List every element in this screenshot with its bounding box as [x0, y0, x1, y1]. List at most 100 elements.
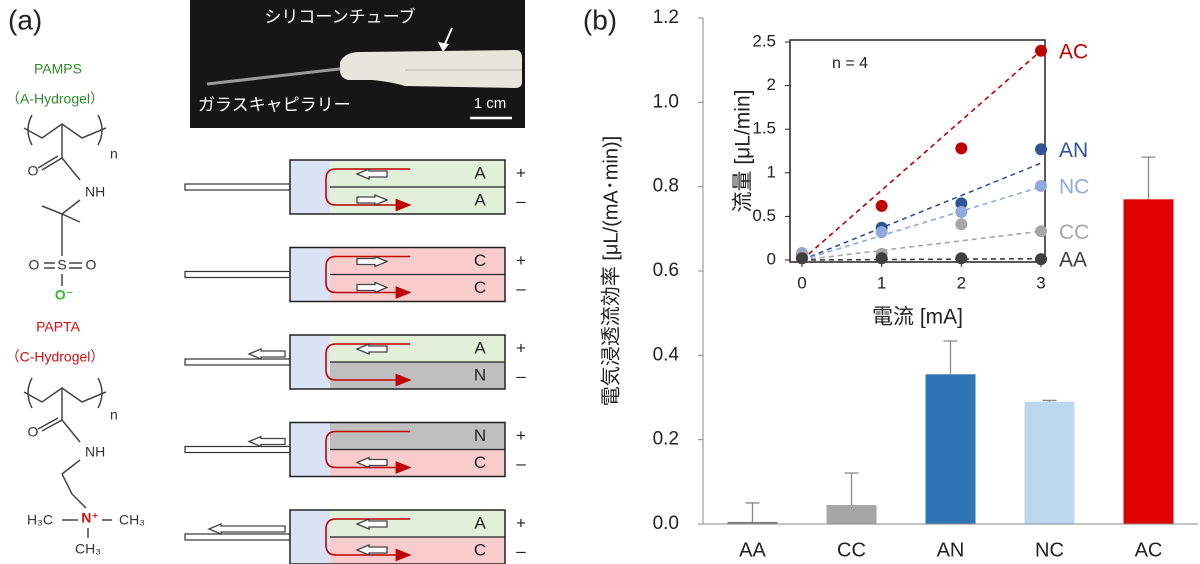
electrode-sign: – [516, 541, 526, 560]
reservoir [290, 247, 330, 302]
x-tick-label: NC [1035, 539, 1064, 561]
gel-label: A [474, 163, 486, 182]
y-tick-label: 0.0 [653, 513, 679, 534]
gel-label: N [474, 426, 486, 445]
atom: O⁻ [55, 287, 73, 303]
polymer-kind: （A-Hydrogel） [6, 91, 104, 107]
atom: N⁺ [81, 510, 99, 526]
flow-arrow [356, 281, 389, 294]
x-tick-label: 1 [877, 273, 886, 292]
polymer-name: PAMPS [34, 61, 82, 77]
polymer-name: PAPTA [36, 319, 80, 335]
device-diagrams: AA+–CC+–AN+–NC+–AC+– [184, 159, 526, 564]
y-tick-label: 1.5 [752, 119, 776, 138]
scale-label: 1 cm [474, 95, 507, 112]
bar [925, 374, 976, 524]
reservoir [290, 160, 330, 214]
reservoir [290, 335, 330, 389]
data-point [955, 218, 968, 231]
error-bar [943, 340, 958, 375]
fit-line [801, 162, 1042, 261]
bar [1123, 199, 1174, 525]
electrode-sign: + [516, 163, 526, 182]
legend-label: AN [1059, 139, 1088, 162]
electrode-sign: – [516, 366, 526, 385]
data-point [1035, 253, 1048, 266]
electrode-sign: – [516, 279, 526, 298]
x-tick-label: 0 [797, 273, 806, 292]
x-axis-title: 電流 [mA] [872, 306, 963, 329]
data-point [955, 197, 968, 210]
flow-arrow [247, 435, 286, 448]
reservoir [290, 422, 330, 477]
bar [727, 521, 778, 524]
y-tick-label: 0.5 [752, 206, 776, 225]
atom: S [57, 257, 66, 273]
electrode-sign: + [516, 513, 526, 532]
data-point [955, 252, 968, 265]
error-bar [1141, 156, 1156, 200]
legend-label: AA [1059, 249, 1087, 272]
data-point [875, 226, 888, 239]
capillary [184, 358, 291, 366]
gel-label: C [474, 278, 486, 297]
current-path [325, 168, 412, 212]
atom: NH [85, 184, 105, 200]
current-path [325, 343, 412, 387]
gel-label: C [474, 453, 486, 472]
y-tick-label: 0.2 [653, 429, 679, 450]
atom: NH [85, 444, 105, 460]
atom: CH₃ [75, 541, 101, 557]
gel-label: C [474, 251, 486, 270]
x-tick-label: 2 [957, 273, 966, 292]
annotation: n = 4 [832, 55, 868, 72]
photo-label: ガラスキャピラリー [198, 95, 351, 114]
pamps-structure: PAMPS （A-Hydrogel） n O NH S O O O⁻ [6, 61, 118, 303]
photo: シリコーンチューブ ガラスキャピラリー 1 cm [190, 0, 525, 128]
atom: H₃C [27, 512, 53, 528]
electrode-sign: + [516, 338, 526, 357]
y-tick-label: 1.0 [653, 91, 679, 112]
atom: O [28, 163, 39, 179]
photo-label: シリコーンチューブ [264, 6, 415, 26]
y-tick-label: 2.5 [752, 31, 776, 50]
fit-line [801, 185, 1042, 261]
data-point [1035, 143, 1048, 156]
atom: n [110, 407, 118, 423]
capillary [184, 270, 291, 279]
panel-label: (b) [583, 4, 617, 35]
atom: O [86, 257, 97, 273]
data-point [955, 142, 968, 155]
data-point [1035, 179, 1048, 192]
data-point [1035, 44, 1048, 57]
electrode-sign: + [516, 426, 526, 445]
gel-label: C [474, 540, 486, 559]
error-bar [1042, 399, 1057, 402]
y-tick-label: 1.2 [653, 7, 679, 28]
x-tick-label: AA [739, 539, 766, 561]
y-tick-label: 0.8 [653, 176, 679, 197]
panel-label: (a) [8, 4, 42, 35]
flow-arrow [355, 456, 388, 469]
atom: n [110, 146, 118, 162]
gel-label: A [474, 190, 486, 209]
atom: O [29, 257, 40, 273]
data-point [875, 252, 888, 265]
flow-arrow [356, 194, 389, 206]
gel-label: A [474, 338, 486, 357]
y-tick-label: 0 [767, 249, 776, 268]
error-bar [844, 472, 859, 506]
x-tick-label: AN [937, 539, 965, 561]
y-tick-label: 0.6 [653, 260, 679, 281]
current-path [325, 430, 412, 474]
legend-label: AC [1059, 40, 1088, 63]
x-tick-label: 3 [1036, 273, 1045, 292]
y-tick-label: 0.4 [653, 344, 680, 365]
reservoir [290, 510, 330, 564]
atom: CH₃ [119, 512, 145, 528]
polymer-kind: （C-Hydrogel） [6, 349, 105, 365]
data-point [1035, 225, 1048, 238]
flow-arrow [207, 523, 286, 535]
flow-arrow [355, 544, 388, 556]
